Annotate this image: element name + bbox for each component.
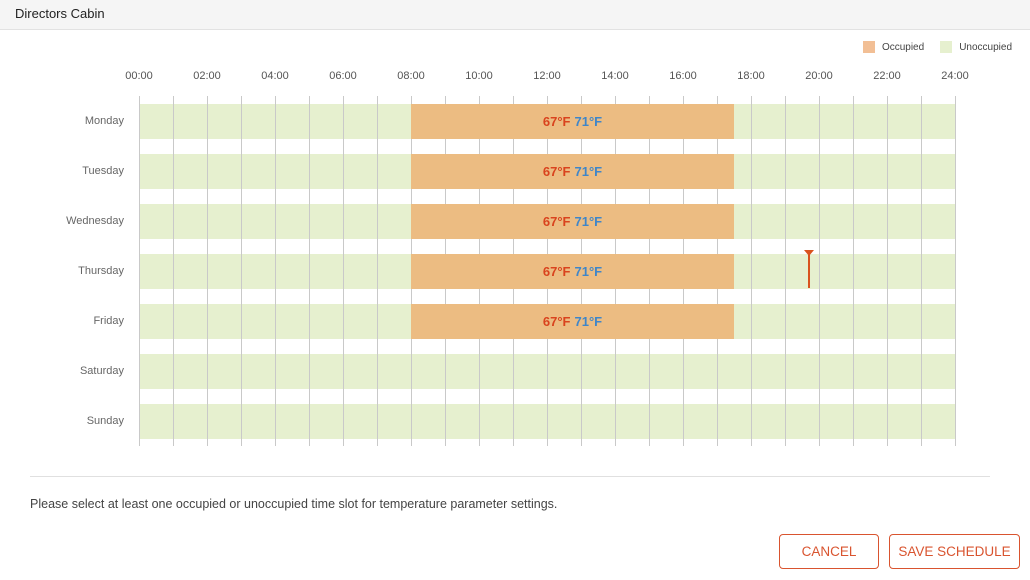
window-title: Directors Cabin bbox=[15, 6, 105, 21]
grid-line bbox=[343, 96, 344, 446]
legend: Occupied Unoccupied bbox=[847, 41, 1012, 53]
time-axis-label: 12:00 bbox=[533, 70, 561, 82]
grid-line bbox=[921, 96, 922, 446]
day-label-tuesday: Tuesday bbox=[82, 165, 124, 177]
legend-occupied: Occupied bbox=[862, 41, 925, 53]
grid-line bbox=[241, 96, 242, 446]
grid-line bbox=[955, 96, 956, 446]
high-temp-label: 71°F bbox=[574, 114, 603, 129]
grid-line bbox=[139, 96, 140, 446]
time-axis-label: 02:00 bbox=[193, 70, 221, 82]
time-axis-label: 20:00 bbox=[805, 70, 833, 82]
occupied-slot-friday[interactable]: 67°F 71°F bbox=[411, 304, 734, 339]
grid-line bbox=[309, 96, 310, 446]
time-axis-label: 08:00 bbox=[397, 70, 425, 82]
low-temp-label: 67°F bbox=[542, 214, 571, 229]
occupied-slot-tuesday[interactable]: 67°F 71°F bbox=[411, 154, 734, 189]
grid-line bbox=[377, 96, 378, 446]
low-temp-label: 67°F bbox=[542, 314, 571, 329]
low-temp-label: 67°F bbox=[542, 164, 571, 179]
grid-line bbox=[785, 96, 786, 446]
time-axis-label: 04:00 bbox=[261, 70, 289, 82]
occupied-swatch-icon bbox=[862, 41, 875, 53]
time-axis-label: 18:00 bbox=[737, 70, 765, 82]
cancel-button[interactable]: CANCEL bbox=[779, 534, 879, 569]
day-label-sunday: Sunday bbox=[86, 415, 124, 427]
low-temp-label: 67°F bbox=[542, 114, 571, 129]
low-temp-label: 67°F bbox=[542, 264, 571, 279]
day-label-saturday: Saturday bbox=[79, 365, 124, 377]
grid-line bbox=[853, 96, 854, 446]
current-time-marker-icon bbox=[803, 250, 814, 288]
day-label-wednesday: Wednesday bbox=[66, 215, 124, 227]
grid-line bbox=[275, 96, 276, 446]
time-axis-label: 24:00 bbox=[941, 70, 969, 82]
time-axis-label: 06:00 bbox=[329, 70, 357, 82]
save-schedule-button[interactable]: SAVE SCHEDULE bbox=[889, 534, 1020, 569]
divider bbox=[30, 476, 990, 477]
occupied-slot-wednesday[interactable]: 67°F 71°F bbox=[411, 204, 734, 239]
grid-line bbox=[887, 96, 888, 446]
time-axis-label: 00:00 bbox=[125, 70, 153, 82]
high-temp-label: 71°F bbox=[574, 214, 603, 229]
day-label-thursday: Thursday bbox=[78, 265, 124, 277]
grid-line bbox=[819, 96, 820, 446]
day-label-monday: Monday bbox=[84, 115, 124, 127]
grid-line bbox=[207, 96, 208, 446]
time-axis-label: 16:00 bbox=[669, 70, 697, 82]
high-temp-label: 71°F bbox=[574, 264, 603, 279]
occupied-slot-thursday[interactable]: 67°F 71°F bbox=[411, 254, 734, 289]
high-temp-label: 71°F bbox=[574, 164, 603, 179]
time-axis-label: 14:00 bbox=[601, 70, 629, 82]
legend-occupied-label: Occupied bbox=[881, 41, 925, 53]
legend-unoccupied: Unoccupied bbox=[940, 41, 1012, 53]
high-temp-label: 71°F bbox=[574, 314, 603, 329]
unoccupied-swatch-icon bbox=[940, 41, 953, 53]
time-axis-label: 10:00 bbox=[465, 70, 493, 82]
grid-line bbox=[751, 96, 752, 446]
grid-line bbox=[173, 96, 174, 446]
legend-unoccupied-label: Unoccupied bbox=[959, 41, 1012, 53]
time-axis-label: 22:00 bbox=[873, 70, 901, 82]
notice-text: Please select at least one occupied or u… bbox=[30, 497, 558, 511]
title-bar: Directors Cabin bbox=[0, 0, 1030, 30]
day-label-friday: Friday bbox=[93, 315, 124, 327]
occupied-slot-monday[interactable]: 67°F 71°F bbox=[411, 104, 734, 139]
